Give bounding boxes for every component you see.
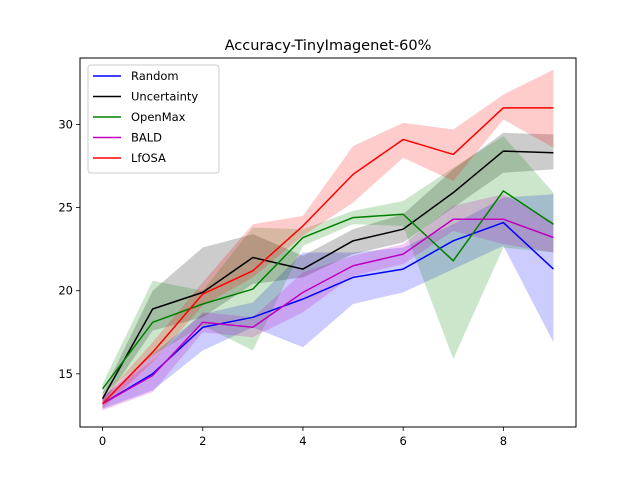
legend-label-uncertainty: Uncertainty <box>131 90 198 104</box>
y-tick-label: 15 <box>58 367 73 381</box>
line-random <box>102 221 554 405</box>
legend-label-openmax: OpenMax <box>131 110 186 124</box>
x-tick-label: 8 <box>500 434 507 448</box>
y-tick-label: 20 <box>58 284 73 298</box>
line-bald <box>102 218 554 405</box>
legend-box <box>87 64 220 174</box>
x-tick-label: 6 <box>399 434 406 448</box>
x-axis: 0 2 4 6 8 <box>99 427 507 448</box>
line-lfosa <box>102 107 554 405</box>
y-tick-label: 25 <box>58 201 73 215</box>
legend-label-random: Random <box>131 69 179 83</box>
band-uncertainty <box>102 132 554 404</box>
line-uncertainty <box>101 150 554 400</box>
line-openmax <box>101 190 554 390</box>
x-tick-label: 4 <box>299 434 306 448</box>
series-lines <box>101 107 554 405</box>
legend: Random Uncertainty OpenMax BALD LfOSA <box>87 64 220 174</box>
plot-frame <box>79 57 577 428</box>
x-tick-label: 2 <box>199 434 206 448</box>
legend-label-lfosa: LfOSA <box>131 151 166 165</box>
legend-label-bald: BALD <box>131 131 162 145</box>
band-bald <box>102 194 554 411</box>
chart-title: Accuracy-TinyImagenet-60% <box>225 38 432 54</box>
band-lfosa <box>102 69 554 409</box>
x-tick-label: 0 <box>99 434 106 448</box>
band-openmax <box>102 136 554 394</box>
y-tick-label: 30 <box>58 117 73 131</box>
y-axis: 15 20 25 30 <box>58 117 80 381</box>
